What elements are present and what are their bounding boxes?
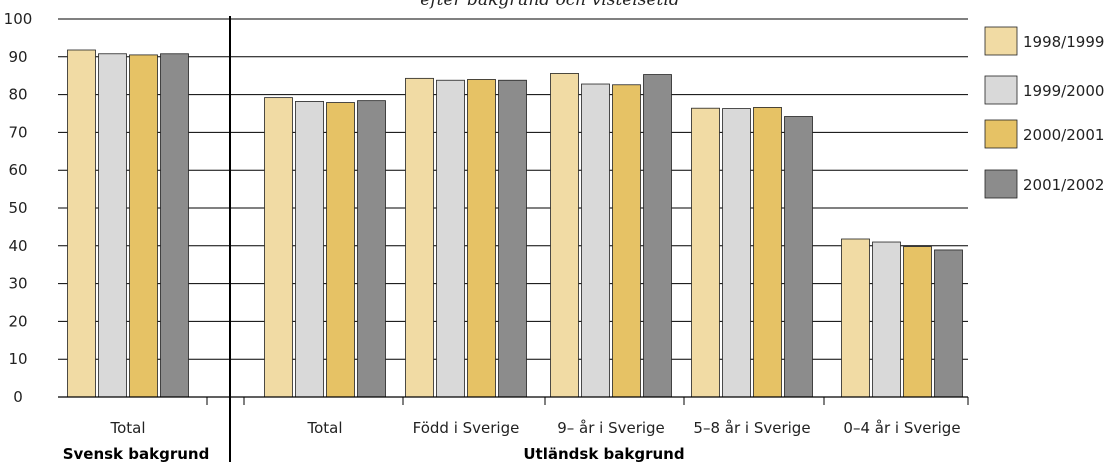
x-tick-label-f-dd-i-sverige-2: Född i Sverige [413, 419, 520, 437]
y-tick-label-50: 50 [8, 199, 27, 217]
group-label-utl-ndsk-bakgrund: Utländsk bakgrund [523, 445, 684, 463]
x-tick-label-total-1: Total [306, 419, 342, 437]
legend-label-1999-2000: 1999/2000 [1023, 82, 1104, 100]
axes [58, 16, 969, 462]
legend-swatch-1998-1999 [984, 26, 1018, 56]
bars [67, 49, 963, 398]
bar-2000-2001-cat5 [903, 246, 932, 398]
bar-2000-2001-cat1 [326, 102, 355, 398]
bar-1998-1999-cat1 [264, 97, 293, 398]
y-tick-label-90: 90 [8, 48, 27, 66]
labels: 0 10 20 30 40 50 60 70 80 90 100 Total Total Född i S… [4, 10, 961, 463]
bar-2001-2002-cat5 [934, 249, 963, 398]
bar-2001-2002-cat1 [357, 100, 386, 398]
bar-1998-1999-cat2 [405, 77, 434, 398]
bar-2000-2001-cat0 [129, 54, 158, 398]
bar-2001-2002-cat4 [784, 116, 813, 398]
group-label-svensk-bakgrund: Svensk bakgrund [63, 445, 210, 463]
legend-swatch-2001-2002 [984, 169, 1018, 199]
bar-1999-2000-cat1 [295, 101, 324, 398]
bar-1998-1999-cat4 [691, 107, 720, 398]
bar-2001-2002-cat0 [160, 53, 189, 398]
legend: 1998/1999 1999/2000 2000/2001 2001/2002 [984, 26, 1104, 199]
bar-1998-1999-cat5 [841, 238, 870, 398]
bar-1999-2000-cat5 [872, 241, 901, 398]
y-tick-label-30: 30 [8, 275, 27, 293]
legend-swatch-1999-2000 [984, 75, 1018, 105]
y-tick-label-80: 80 [8, 86, 27, 104]
bar-1999-2000-cat3 [581, 83, 610, 398]
y-tick-label-100: 100 [4, 10, 33, 28]
bar-1999-2000-cat4 [722, 108, 751, 398]
legend-swatch-2000-2001 [984, 119, 1018, 149]
bar-1999-2000-cat0 [98, 53, 127, 398]
legend-label-2001-2002: 2001/2002 [1023, 176, 1104, 194]
bar-2001-2002-cat2 [498, 79, 527, 398]
y-tick-label-40: 40 [8, 237, 27, 255]
x-tick-label-total-0: Total [109, 419, 145, 437]
y-tick-label-10: 10 [8, 350, 27, 368]
chart-title-fragment: efter bakgrund och vistelsetid [420, 0, 680, 10]
bar-2000-2001-cat4 [753, 107, 782, 398]
y-tick-label-70: 70 [8, 123, 27, 141]
x-tick-label-9-r-i-sverige-3: 9– år i Sverige [557, 419, 665, 437]
bar-1998-1999-cat3 [550, 73, 579, 398]
legend-label-2000-2001: 2000/2001 [1023, 126, 1104, 144]
bar-2000-2001-cat3 [612, 84, 641, 398]
bar-1998-1999-cat0 [67, 49, 96, 398]
x-tick-label-0-4-r-i-sverige-5: 0–4 år i Sverige [843, 419, 960, 437]
y-tick-label-0: 0 [13, 388, 23, 406]
bar-2001-2002-cat3 [643, 74, 672, 398]
x-tick-label-5-8-r-i-sverige-4: 5–8 år i Sverige [693, 419, 810, 437]
y-tick-label-60: 60 [8, 161, 27, 179]
y-tick-label-20: 20 [8, 312, 27, 330]
bar-2000-2001-cat2 [467, 79, 496, 398]
bar-1999-2000-cat2 [436, 79, 465, 398]
legend-label-1998-1999: 1998/1999 [1023, 33, 1104, 51]
